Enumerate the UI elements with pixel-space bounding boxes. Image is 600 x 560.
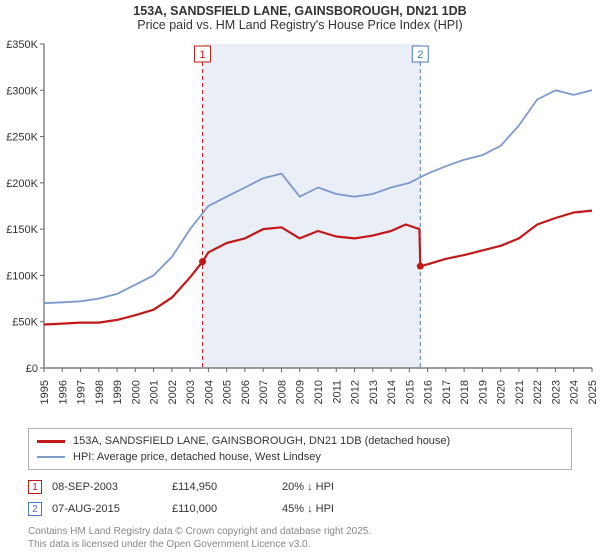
chart-area: £0 £50K £100K £150K £200K £250K £300K £350K 1995… <box>0 34 600 424</box>
event-date: 08-SEP-2003 <box>52 481 172 493</box>
y-tick-label: £200K <box>6 178 38 190</box>
x-tick-label: 2009 <box>295 380 307 404</box>
y-tick-label: £100K <box>6 270 38 282</box>
footer-line2: This data is licensed under the Open Gov… <box>28 539 572 552</box>
events-table: 1 08-SEP-2003£114,95020% ↓ HPI 2 07-AUG-201… <box>28 476 572 520</box>
x-tick-label: 2011 <box>331 380 343 404</box>
chart-title-block: 153A, SANDSFIELD LANE, GAINSBOROUGH, DN2… <box>0 0 600 34</box>
legend: 153A, SANDSFIELD LANE, GAINSBOROUGH, DN2… <box>28 428 572 470</box>
y-tick-label: £150K <box>6 224 38 236</box>
x-tick-label: 2020 <box>496 380 508 404</box>
x-tick-label: 2015 <box>404 380 416 404</box>
x-tick-label: 1996 <box>57 380 69 404</box>
x-tick-label: 2002 <box>167 380 179 404</box>
x-tick-label: 2017 <box>441 380 453 404</box>
event-date: 07-AUG-2015 <box>52 503 172 515</box>
event-delta: 20% ↓ HPI <box>282 481 432 493</box>
x-tick-label: 2003 <box>185 380 197 404</box>
event-marker-id: 1 <box>199 49 205 61</box>
x-tick-label: 2000 <box>130 380 142 404</box>
x-tick-label: 2018 <box>459 380 471 404</box>
x-tick-label: 2005 <box>222 380 234 404</box>
y-tick-label: £250K <box>6 132 38 144</box>
x-tick-label: 2014 <box>386 380 398 404</box>
legend-label: HPI: Average price, detached house, West… <box>73 451 321 463</box>
event-delta: 45% ↓ HPI <box>282 503 432 515</box>
series-dot <box>199 258 206 265</box>
x-tick-label: 1997 <box>76 380 88 404</box>
x-tick-label: 2022 <box>532 380 544 404</box>
line-chart-svg: £0 £50K £100K £150K £200K £250K £300K £350K 1995… <box>0 34 600 424</box>
legend-label: 153A, SANDSFIELD LANE, GAINSBOROUGH, DN2… <box>73 435 450 447</box>
x-tick-label: 2001 <box>149 380 161 404</box>
x-tick-label: 2008 <box>276 380 288 404</box>
shaded-span <box>203 44 421 368</box>
y-tick-label: £350K <box>6 39 38 51</box>
footer-attribution: Contains HM Land Registry data © Crown c… <box>28 526 572 551</box>
x-tick-label: 2016 <box>423 380 435 404</box>
x-tick-label: 1999 <box>112 380 124 404</box>
x-tick-label: 2024 <box>569 380 581 404</box>
x-tick-label: 1998 <box>94 380 106 404</box>
event-marker-id: 2 <box>417 49 423 61</box>
event-id-box: 1 <box>28 480 42 494</box>
chart-title-line1: 153A, SANDSFIELD LANE, GAINSBOROUGH, DN2… <box>10 4 590 18</box>
y-tick-label: £50K <box>12 317 38 329</box>
x-tick-label: 2021 <box>514 380 526 404</box>
legend-swatch <box>37 456 65 458</box>
x-tick-label: 2019 <box>477 380 489 404</box>
x-tick-label: 2013 <box>368 380 380 404</box>
x-tick-label: 2025 <box>587 380 599 404</box>
chart-title-line2: Price paid vs. HM Land Registry's House … <box>10 18 590 32</box>
legend-row: 153A, SANDSFIELD LANE, GAINSBOROUGH, DN2… <box>37 433 563 449</box>
y-tick-label: £0 <box>26 363 38 375</box>
y-tick-label: £300K <box>6 85 38 97</box>
x-tick-label: 2012 <box>350 380 362 404</box>
legend-swatch <box>37 440 65 443</box>
x-tick-label: 2023 <box>550 380 562 404</box>
series-dot <box>417 263 424 270</box>
legend-row: HPI: Average price, detached house, West… <box>37 449 563 465</box>
footer-line1: Contains HM Land Registry data © Crown c… <box>28 526 572 539</box>
x-tick-label: 1995 <box>39 380 51 404</box>
event-row: 2 07-AUG-2015£110,00045% ↓ HPI <box>28 498 572 520</box>
x-tick-label: 2006 <box>240 380 252 404</box>
event-id-box: 2 <box>28 502 42 516</box>
event-price: £110,000 <box>172 503 282 515</box>
x-tick-label: 2004 <box>203 380 215 404</box>
event-row: 1 08-SEP-2003£114,95020% ↓ HPI <box>28 476 572 498</box>
x-tick-label: 2007 <box>258 380 270 404</box>
x-tick-label: 2010 <box>313 380 325 404</box>
event-price: £114,950 <box>172 481 282 493</box>
